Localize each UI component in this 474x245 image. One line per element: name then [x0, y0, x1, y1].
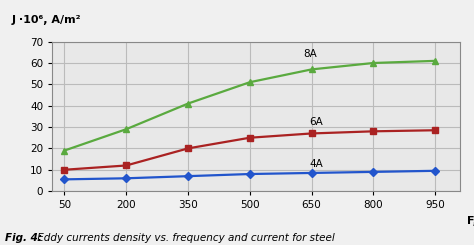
Text: 8A: 8A: [303, 49, 317, 59]
Text: F, kHz: F, kHz: [467, 216, 474, 226]
Text: 4A: 4A: [310, 159, 323, 169]
Text: 6A: 6A: [310, 117, 323, 127]
Text: J ·10⁶, A/m²: J ·10⁶, A/m²: [11, 15, 81, 25]
Text: Eddy currents density vs. frequency and current for steel: Eddy currents density vs. frequency and …: [34, 233, 335, 243]
Text: Fig. 4:: Fig. 4:: [5, 233, 42, 243]
